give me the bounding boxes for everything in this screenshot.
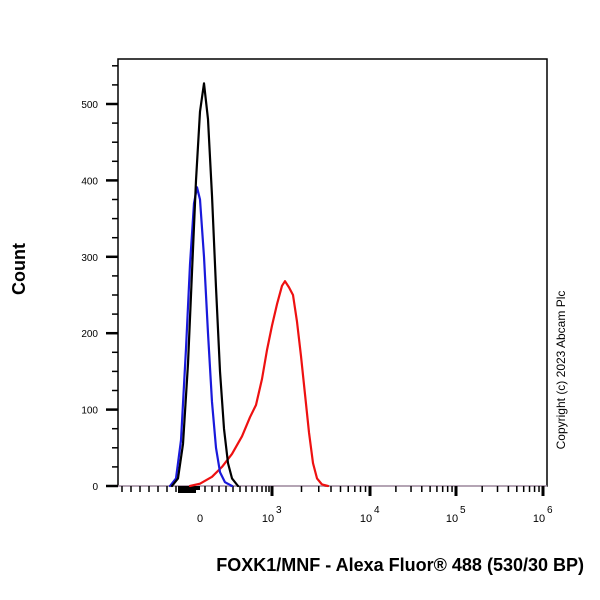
series-layer <box>168 82 330 488</box>
copyright-notice: Copyright (c) 2023 Abcam Plc <box>554 290 568 450</box>
x-tick-label: 104 <box>360 505 380 525</box>
svg-text:10: 10 <box>446 513 458 525</box>
svg-text:10: 10 <box>262 513 274 525</box>
y-tick-label: 200 <box>81 329 98 340</box>
svg-text:3: 3 <box>276 505 282 516</box>
y-tick-label: 100 <box>81 406 98 417</box>
x-tick-label: 0 <box>197 513 203 525</box>
x-tick-label: 103 <box>262 505 282 525</box>
y-tick-label: 0 <box>92 482 98 493</box>
y-tick-label: 400 <box>81 176 98 187</box>
histogram-series-black <box>170 82 240 488</box>
y-axis-label: Count <box>9 243 29 295</box>
y-tick-label: 300 <box>81 253 98 264</box>
histogram-series-blue <box>168 186 234 488</box>
y-tick-label: 500 <box>81 100 98 111</box>
svg-text:5: 5 <box>460 505 466 516</box>
svg-text:6: 6 <box>547 505 553 516</box>
svg-text:0: 0 <box>197 513 203 525</box>
svg-text:4: 4 <box>374 505 380 516</box>
histogram-series-red <box>188 280 330 488</box>
svg-text:10: 10 <box>360 513 372 525</box>
x-tick-label: 106 <box>533 505 553 525</box>
x-tick-label: 105 <box>446 505 466 525</box>
y-axis: 0 100 200 300 400 500 <box>81 65 118 493</box>
x-axis-label: FOXK1/MNF - Alexa Fluor® 488 (530/30 BP) <box>216 555 584 575</box>
svg-text:10: 10 <box>533 513 545 525</box>
